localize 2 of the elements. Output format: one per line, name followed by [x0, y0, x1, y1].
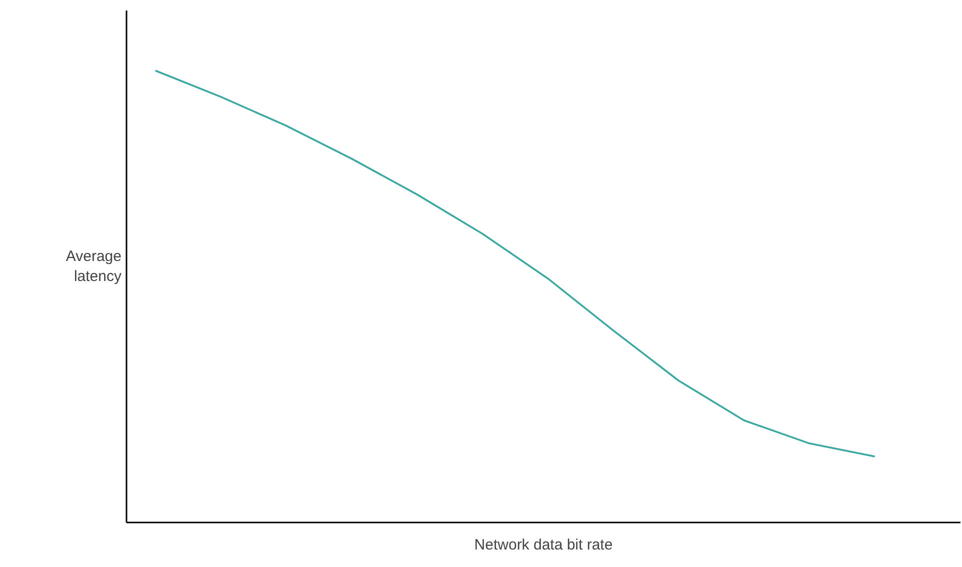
x-axis-title: Network data bit rate: [474, 536, 613, 554]
y-axis-title: Average latency: [66, 248, 122, 286]
